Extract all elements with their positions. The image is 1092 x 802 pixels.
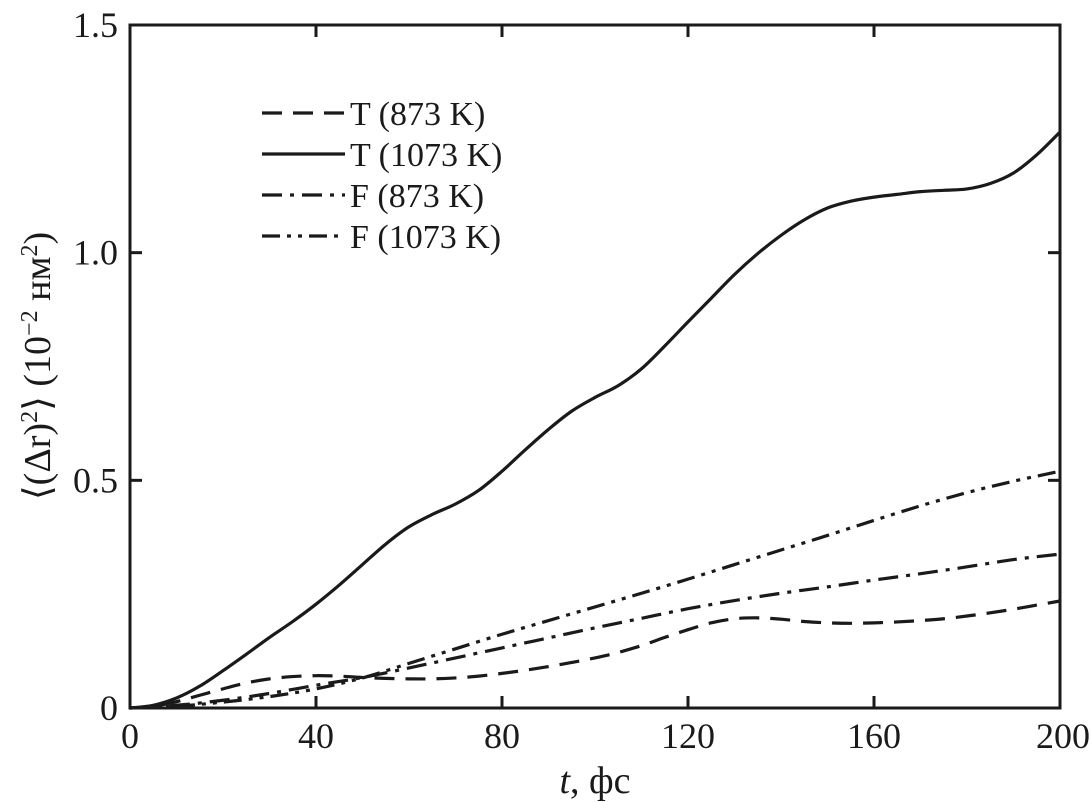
x-axis-title-symbol: t (559, 760, 571, 802)
legend-label-f-1073k: F (1073 K) (350, 219, 501, 256)
x-tick-label: 200 (1036, 716, 1090, 756)
y-axis-title: ⟨(Δr)2⟩ (10−2 нм2) (17, 232, 59, 500)
x-axis-ticks: 0 40 80 120 160 200 (121, 25, 1090, 756)
y-axis-title-unit: нм (17, 257, 59, 311)
y-axis-title-sup2: −2 (17, 310, 43, 336)
y-axis-title-part1: ⟨(Δr) (17, 423, 59, 500)
legend-label-t-1073k: T (1073 K) (350, 137, 502, 174)
y-tick-label: 0.5 (73, 460, 118, 500)
y-tick-label: 1.0 (73, 233, 118, 273)
series-f-1073k-line (129, 469, 1061, 710)
y-axis-title-sup3: 2 (17, 245, 43, 257)
x-tick-label: 160 (847, 716, 901, 756)
y-tick-label: 0 (100, 688, 118, 728)
y-axis-ticks: 0 0.5 1.0 1.5 (73, 5, 1060, 728)
series-t-1073k-line (129, 130, 1062, 710)
x-axis-title-unit: , фс (570, 760, 631, 802)
plot-frame (128, 23, 1062, 710)
legend: T (873 K) T (1073 K) F (873 K) F (1073 K… (262, 96, 502, 256)
y-tick-label: 1.5 (73, 5, 118, 45)
x-tick-label: 0 (121, 716, 139, 756)
series-group (129, 130, 1062, 710)
x-tick-label: 120 (661, 716, 715, 756)
legend-label-f-873k: F (873 K) (350, 178, 484, 215)
y-axis-title-sup1: 2 (17, 411, 43, 423)
x-axis-title: t, фс (559, 760, 630, 802)
series-f-873k-line (129, 552, 1061, 710)
x-tick-label: 80 (484, 716, 520, 756)
legend-label-t-873k: T (873 K) (350, 96, 485, 133)
series-t-873k-line (129, 599, 1061, 710)
y-axis-title-part2: ⟩ (10 (17, 336, 59, 411)
x-tick-label: 40 (298, 716, 334, 756)
y-axis-title-end: ) (17, 232, 59, 245)
